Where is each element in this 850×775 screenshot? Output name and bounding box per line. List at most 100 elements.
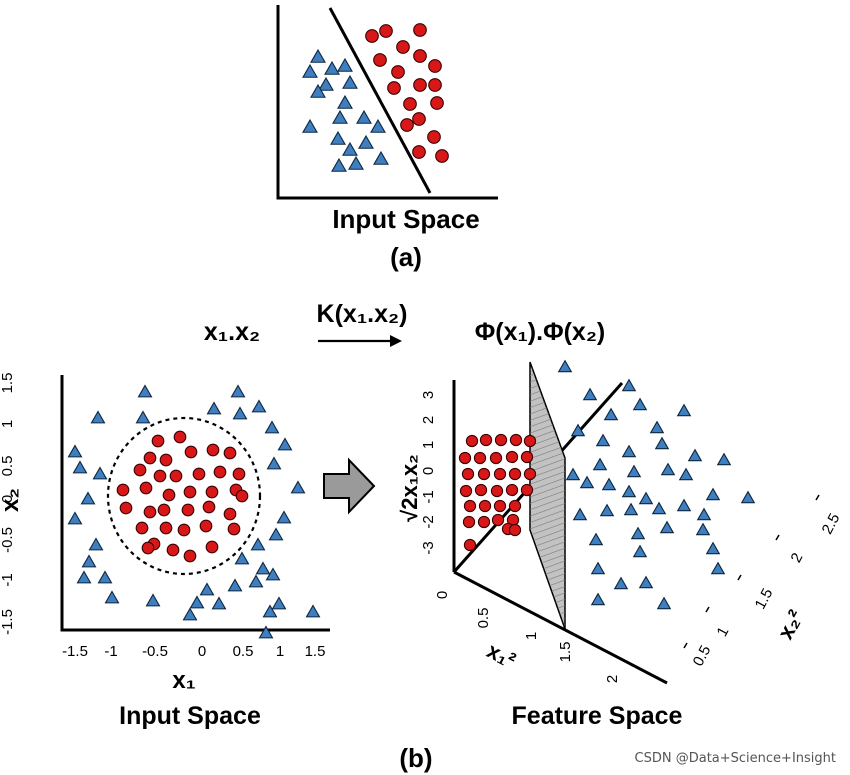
input-plot-triangles [67,384,321,639]
triangle-marker [250,537,266,551]
triangle-marker [660,462,676,476]
input-xtick-label: -1.5 [62,643,88,660]
circle-marker [379,24,393,38]
circle-marker [477,467,491,481]
feature-x1sq-axis [453,570,668,685]
triangle-marker [206,401,222,415]
hyperplane-hatching [530,362,565,629]
triangle-marker [695,522,711,536]
left-formula: x₁.x₂ [204,318,260,346]
feature-x1sq-tick-label: 0.5 [475,608,492,629]
circle-marker [199,519,213,533]
triangle-marker [716,452,732,466]
triangle-marker [590,592,606,606]
triangle-marker [696,507,712,521]
triangle-marker [565,467,581,481]
triangle-marker [710,561,726,575]
circle-marker [181,503,195,517]
input-ytick-label: 0 [0,495,16,503]
triangle-marker [302,118,318,133]
circle-marker [427,130,441,144]
feature-vertical-tick-label: 3 [420,391,437,399]
triangle-marker [656,596,672,610]
circle-marker [373,53,387,67]
triangle-marker [678,467,694,481]
input-xtick-label: 1 [276,643,284,660]
circle-marker [183,485,197,499]
circle-marker [509,433,523,447]
circle-marker [391,65,405,79]
circle-marker [493,467,507,481]
circle-marker [413,23,427,37]
triangle-marker [76,570,92,584]
circle-marker [192,467,206,481]
triangle-marker [72,460,88,474]
input-xtick-label: -1 [104,643,117,660]
triangle-marker [579,475,595,489]
panel-a-axes [276,5,498,200]
feature-x2sq-tick-label: 1.5 [752,586,777,612]
triangle-marker [358,134,374,149]
transform-arrow-icon [323,457,376,515]
triangle-marker [255,561,271,575]
triangle-marker [80,491,96,505]
triangle-marker [649,420,665,434]
triangle-marker [687,448,703,462]
input-ytick-label: -1 [0,573,16,586]
circle-marker [508,523,522,537]
triangle-marker [276,510,292,524]
triangle-marker [342,141,358,156]
triangle-marker [654,436,670,450]
tick-mark [737,574,742,581]
triangle-marker [67,511,83,525]
triangle-marker [337,57,353,72]
triangle-marker [310,48,326,63]
triangle-marker [199,582,215,596]
feature-vertical-tick-label: -2 [420,515,437,528]
triangle-marker [557,359,573,373]
triangle-marker [264,420,280,434]
input-space-title: Input Space [119,702,261,730]
circle-marker [177,523,191,537]
triangle-marker [310,83,326,98]
triangle-marker [227,578,243,592]
input-xtick-label: 0 [198,643,206,660]
input-plot-xlabel: x₁ [172,667,195,694]
circle-marker [387,81,401,95]
circle-marker [162,488,176,502]
triangle-marker [356,109,372,124]
feature-x1sq-tick-label: 0 [434,591,451,599]
triangle-marker [676,498,692,512]
triangle-marker [104,590,120,604]
triangle-marker [659,520,675,534]
triangle-marker [318,76,334,91]
feature-x2sq-tick-label: 2 [788,550,807,565]
triangle-marker [135,410,151,424]
feature-x1sq-ticks: 0 0.5 1 1.5 2 [434,591,621,683]
circle-marker [428,78,442,92]
input-plot-xticks: -1.5 -1 -0.5 0 0.5 1 1.5 [62,643,325,660]
circle-marker [461,467,475,481]
triangle-marker [145,593,161,607]
triangle-marker [595,433,611,447]
circle-marker [479,433,493,447]
kernel-arrowhead [390,335,402,347]
tick-mark [815,494,820,501]
input-xtick-label: -0.5 [142,643,168,660]
input-ytick-label: 1.5 [0,373,16,394]
circle-marker [365,29,379,43]
circle-marker [157,503,171,517]
triangle-marker [337,94,353,109]
triangle-marker [211,596,227,610]
panel-a-circles [365,23,449,163]
panel-a-separator-line [328,7,432,194]
feature-vertical-label: √2x₁x₂ [397,454,422,522]
circle-marker [213,465,227,479]
triangle-marker [621,378,637,392]
triangle-marker [332,109,348,124]
circle-marker [428,59,442,73]
triangle-marker [621,444,637,458]
watermark: CSDN @Data+Science+Insight [635,751,836,766]
input-ytick-label: 1 [0,420,16,428]
feature-x2sq-label: x₂² [772,606,808,644]
